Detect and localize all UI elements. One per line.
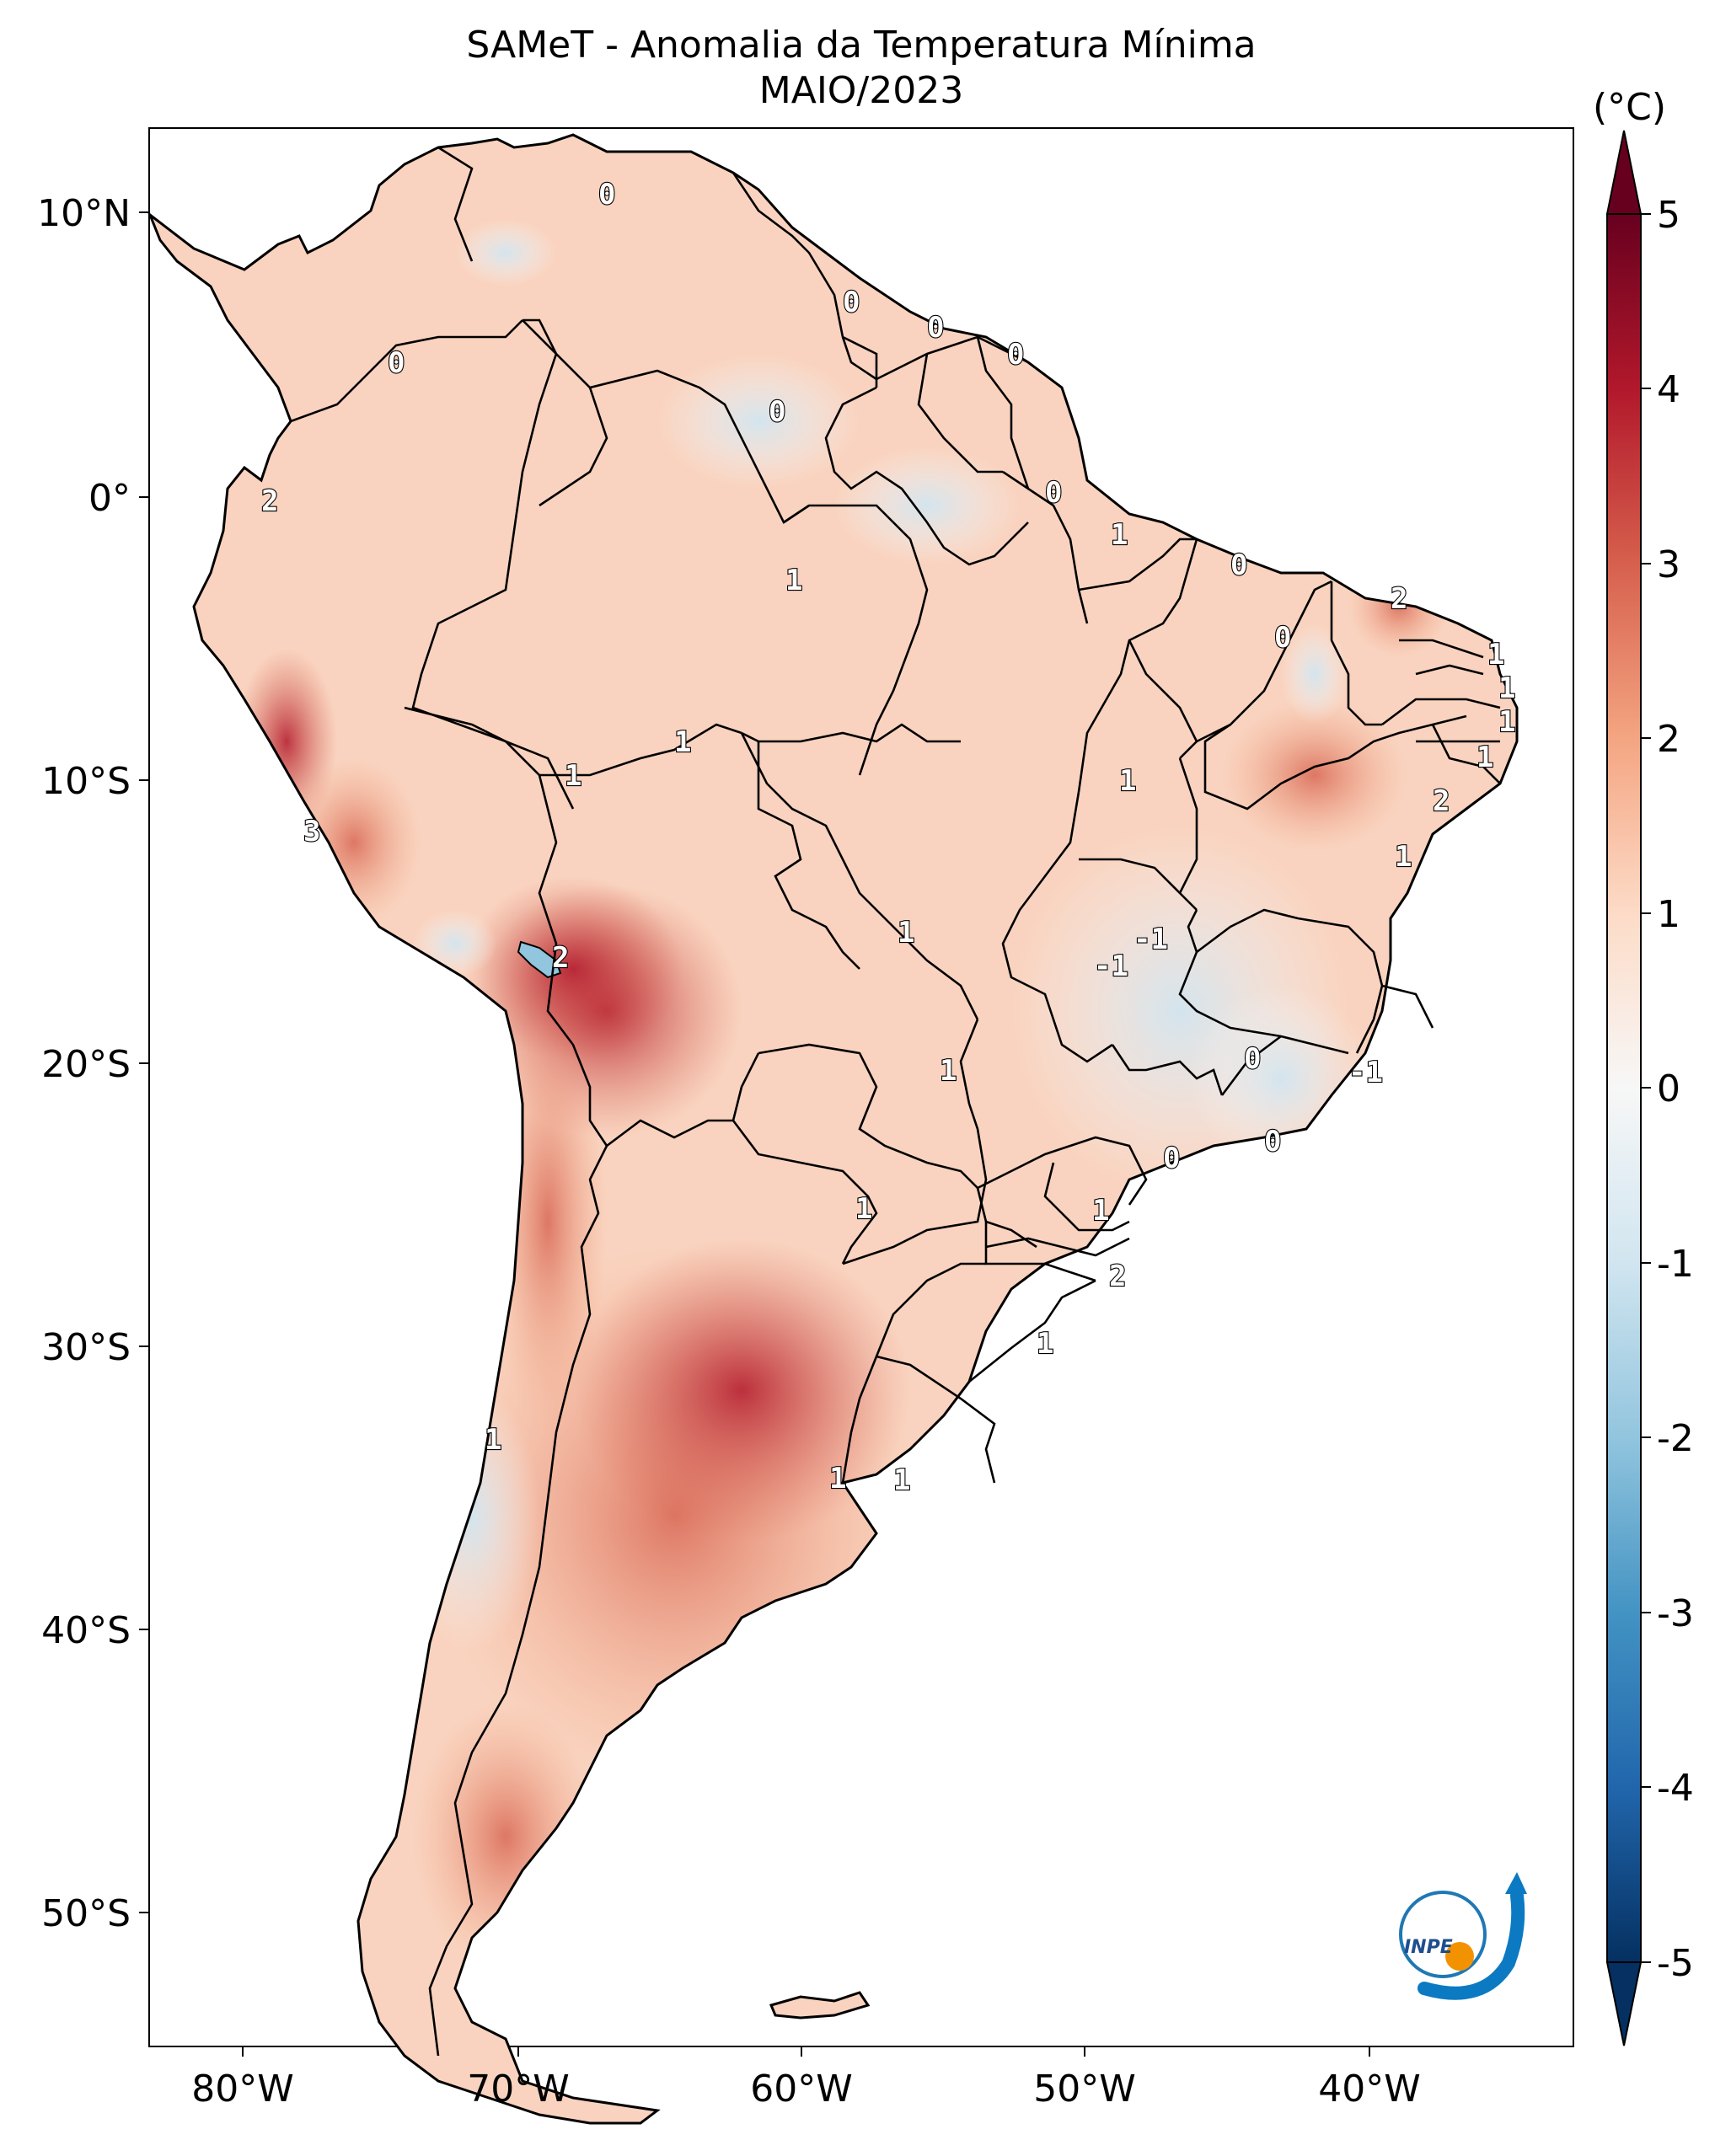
contour-label: 1 — [1498, 671, 1515, 705]
colorbar-tick-label: 2 — [1657, 718, 1680, 761]
contour-label: 3 — [303, 815, 320, 848]
colorbar-tick-label: 0 — [1657, 1067, 1680, 1110]
contour-label: 1 — [485, 1423, 501, 1457]
x-axis: 80°W 70°W 60°W 50°W 40°W — [191, 2046, 1421, 2111]
y-tick-label: 30°S — [41, 1326, 131, 1369]
contour-label: 1 — [1498, 705, 1515, 739]
map-subtitle: MAIO/2023 — [758, 69, 964, 112]
contour-label: 2 — [261, 484, 278, 518]
contour-label: 1 — [893, 1463, 910, 1497]
y-tick-label: 40°S — [41, 1609, 131, 1652]
contour-label: 0 — [598, 178, 615, 211]
contour-label: 1 — [855, 1192, 872, 1226]
contour-label: 2 — [1109, 1260, 1126, 1293]
contour-label: 0 — [1244, 1042, 1261, 1076]
colorbar-unit-label: (°C) — [1593, 86, 1667, 129]
y-tick-label: 20°S — [41, 1043, 131, 1086]
colorbar-tick-label: -5 — [1657, 1942, 1694, 1985]
contour-label: 1 — [1487, 638, 1504, 671]
colorbar-extend-bottom — [1605, 1961, 1643, 2046]
inpe-logo: INPE — [1399, 1872, 1527, 2000]
colorbar-tick-label: 4 — [1657, 368, 1680, 411]
x-tick-label: 40°W — [1318, 2068, 1421, 2111]
contour-label: 1 — [940, 1054, 957, 1088]
logo-text: INPE — [1404, 1937, 1453, 1958]
contour-label: 0 — [1230, 548, 1247, 582]
colorbar-scale — [1606, 213, 1642, 1963]
contour-label: 0 — [769, 395, 785, 429]
colorbar-tick-label: -3 — [1657, 1592, 1694, 1635]
contour-label: 0 — [1163, 1142, 1180, 1175]
colorbar-tick-label: 1 — [1657, 893, 1680, 936]
contour-label: 1 — [1476, 741, 1493, 774]
colorbar-tick-label: -4 — [1657, 1767, 1694, 1810]
contour-label: 0 — [843, 286, 860, 319]
political-borders — [290, 146, 1501, 2057]
contour-label: 1 — [785, 564, 802, 597]
contour-label: 2 — [1391, 582, 1407, 616]
x-tick-label: 60°W — [750, 2068, 853, 2111]
contour-label: 0 — [1274, 621, 1291, 655]
contour-label: 1 — [898, 916, 914, 950]
map-title: SAMeT - Anomalia da Temperatura Mínima — [466, 24, 1257, 67]
contour-label: -1 — [1348, 1056, 1383, 1089]
y-tick-label: 0° — [88, 477, 131, 520]
x-tick-label: 70°W — [467, 2068, 570, 2111]
contour-label: 2 — [552, 941, 569, 975]
contour-label: 0 — [1045, 476, 1062, 510]
contour-label: 0 — [388, 346, 405, 380]
colorbar-tick-label: 5 — [1657, 194, 1680, 237]
contour-label: 0 — [927, 311, 944, 345]
contour-labels: 0 0 0 0 0 0 0 0 0 0 0 0 1 1 1 1 1 1 1 1 … — [260, 177, 1517, 1498]
colorbar-extend-top — [1605, 130, 1643, 215]
contour-label: 1 — [829, 1462, 846, 1495]
y-tick-label: 50°S — [41, 1892, 131, 1935]
contour-label: -1 — [1094, 950, 1128, 983]
contour-label: -1 — [1133, 923, 1168, 956]
y-tick-label: 10°N — [37, 192, 131, 235]
contour-label: 1 — [1037, 1327, 1053, 1361]
y-axis: 10°N 0° 10°S 20°S 30°S 40°S 50°S — [37, 192, 149, 1935]
x-tick-label: 80°W — [191, 2068, 294, 2111]
contour-label: 1 — [1111, 518, 1128, 552]
y-tick-label: 10°S — [41, 760, 131, 803]
contour-label: 1 — [565, 759, 581, 793]
contour-label: 1 — [1119, 764, 1136, 798]
falkland-islands — [769, 1991, 871, 2020]
x-tick-label: 50°W — [1033, 2068, 1136, 2111]
contour-label: 1 — [674, 725, 691, 759]
contour-label: 1 — [1395, 840, 1412, 874]
contour-label: 1 — [1092, 1194, 1109, 1228]
colorbar: 5 4 3 2 1 0 -1 -2 -3 -4 -5 — [1605, 130, 1694, 2046]
colorbar-tick-label: -1 — [1657, 1243, 1694, 1286]
contour-label: 0 — [1264, 1125, 1281, 1158]
contour-label: 2 — [1433, 784, 1450, 818]
colorbar-tick-label: -2 — [1657, 1417, 1694, 1460]
colorbar-tick-label: 3 — [1657, 543, 1680, 586]
lake-titicaca — [517, 940, 562, 979]
contour-label: 0 — [1007, 338, 1024, 372]
